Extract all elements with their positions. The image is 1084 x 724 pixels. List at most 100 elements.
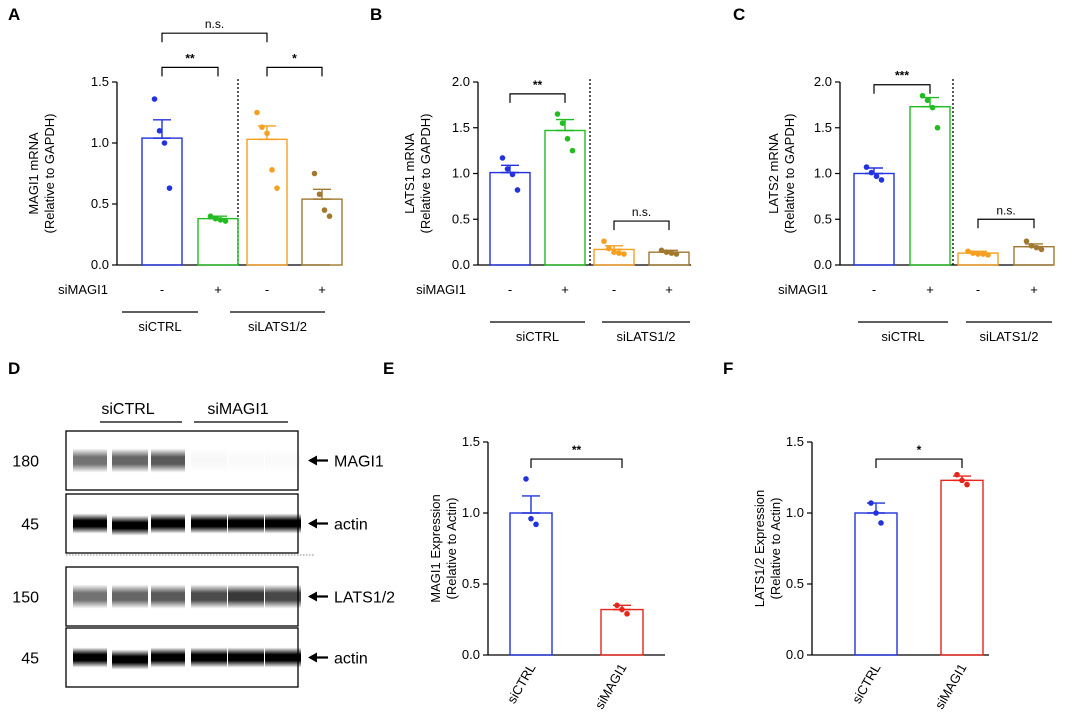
chart-a-sig-label: n.s. <box>205 17 224 31</box>
blot-row: 150 LATS1/2 <box>12 566 395 627</box>
chart-c-data-point <box>985 252 991 258</box>
chart-b-data-point <box>621 251 627 257</box>
chart-b-data-point <box>564 135 571 142</box>
chart-f-category-label: siMAGI1 <box>932 661 970 712</box>
western-blot: siCTRL siMAGI1 180 MAGI1 45 actin 150 LATS1/2 45… <box>12 401 395 688</box>
chart-f-data-point <box>954 471 960 478</box>
chart-a-data-point <box>326 213 333 219</box>
chart-c-data-point <box>929 104 936 111</box>
chart-b-bar <box>544 129 586 266</box>
chart-f-category-label: siCTRL <box>849 661 884 706</box>
chart-c-group-label: siLATS1/2 <box>979 329 1038 344</box>
chart-b-data-point <box>554 111 561 117</box>
chart-c-sig-bracket <box>977 218 1035 229</box>
chart-c-ytick-label: 2.0 <box>814 74 832 89</box>
chart-a-data-point <box>166 185 173 191</box>
chart-f-ytick-label: 1.5 <box>786 434 804 449</box>
chart-c-data-point <box>868 169 875 176</box>
blot-band <box>151 647 185 668</box>
blot-band <box>191 449 227 473</box>
chart-c-ylabel: LATS2 mRNA(Relative to GAPDH) <box>766 114 797 234</box>
blot-mw-marker: 180 <box>12 454 39 471</box>
chart-a-data-point <box>212 215 219 222</box>
blot-mw-marker: 45 <box>21 517 39 534</box>
chart-a-ylabel: MAGI1 mRNA(Relative to GAPDH) <box>26 114 57 234</box>
chart-b-group-label: siLATS1/2 <box>616 329 675 344</box>
chart-f-data-point <box>964 481 970 488</box>
chart-e-category-label: siMAGI1 <box>592 661 630 712</box>
chart-c-data-point <box>1023 238 1030 245</box>
chart-b-row-sign: - <box>612 282 616 297</box>
chart-a-data-point <box>222 218 229 224</box>
blot-band <box>228 584 264 609</box>
blot-mw-marker: 150 <box>12 590 39 607</box>
chart-e-sig-bracket <box>530 458 623 469</box>
chart-b-data-point <box>559 120 566 126</box>
blot-arrowhead-icon <box>308 455 317 466</box>
chart-a-bar <box>141 137 183 266</box>
blot-band <box>151 584 185 609</box>
blot-group-label: siMAGI1 <box>207 401 268 418</box>
blot-band <box>191 584 227 609</box>
chart-a-ylabel-line1: MAGI1 mRNA <box>26 132 41 215</box>
chart-e-data-point <box>614 602 620 609</box>
chart-e-data-point <box>624 611 630 617</box>
chart-b-data-point <box>509 171 516 178</box>
chart-a-data-point <box>161 140 168 146</box>
chart-a-row-sign: - <box>160 282 164 297</box>
chart-f-sig-label: * <box>917 443 922 457</box>
chart-b-sig-bracket <box>613 220 670 231</box>
chart-c-bar <box>853 172 895 266</box>
chart-f-data-point <box>873 510 879 516</box>
chart-b-ylabel-line1: LATS1 mRNA <box>402 133 417 214</box>
chart-e-category-label: siCTRL <box>504 661 539 706</box>
chart-a-bar <box>197 217 239 266</box>
chart-f-data-point <box>868 500 874 506</box>
chart-c-data-point <box>975 251 981 257</box>
chart-a-data-point <box>151 96 158 102</box>
chart-b-data-point <box>514 187 521 193</box>
blot-band <box>228 647 264 668</box>
chart-b-data-point <box>499 155 506 161</box>
chart-c-row-sign: - <box>976 282 980 297</box>
chart-c-data-point <box>1038 246 1045 253</box>
blot-band <box>265 647 301 668</box>
blot-band <box>228 449 264 473</box>
chart-a-group-label: siCTRL <box>138 319 181 334</box>
blot-row: 45 actin <box>21 493 368 554</box>
panel-label-c: C <box>733 5 745 24</box>
chart-a-row-sign: - <box>265 282 269 297</box>
chart-b-row-sign: + <box>665 282 673 297</box>
blot-arrowhead-icon <box>308 652 317 663</box>
blot-band <box>73 448 107 473</box>
chart-e-ytick-label: 1.0 <box>462 505 480 520</box>
blot-protein-label: actin <box>334 517 368 534</box>
blot-band <box>151 513 185 534</box>
chart-e-ytick-label: 1.5 <box>462 434 480 449</box>
blot-band <box>265 584 301 609</box>
chart-c-bar <box>909 106 951 266</box>
chart-a-sig-bracket <box>266 66 323 77</box>
chart-b-ylabel-line2: (Relative to GAPDH) <box>418 114 433 234</box>
blot-band <box>112 584 148 609</box>
blot-band <box>73 584 107 609</box>
chart-c-bar <box>1013 245 1055 266</box>
chart-b-data-point <box>569 147 576 154</box>
chart-a-row-sign: + <box>318 282 326 297</box>
panel-label-b: B <box>370 5 382 24</box>
chart-a-ylabel-line2: (Relative to GAPDH) <box>42 114 57 234</box>
chart-a-data-point <box>259 124 265 130</box>
chart-f-ytick-label: 0.5 <box>786 576 804 591</box>
chart-f-bar <box>854 512 898 656</box>
chart-c-group-label: siCTRL <box>881 329 924 344</box>
chart-c-data-point <box>970 250 976 256</box>
chart-a-bar <box>246 138 288 266</box>
chart-e-ylabel-line1: MAGI1 Expression <box>428 494 443 602</box>
chart-a-sig-label: ** <box>185 51 195 65</box>
chart-b-ylabel: LATS1 mRNA(Relative to GAPDH) <box>402 114 433 234</box>
chart-b-ytick-label: 0.5 <box>452 211 470 226</box>
chart-e-data-point <box>533 521 539 528</box>
chart-b-ytick-label: 2.0 <box>452 74 470 89</box>
blot-arrowhead-icon <box>308 591 317 602</box>
panel-label-f: F <box>723 359 733 378</box>
